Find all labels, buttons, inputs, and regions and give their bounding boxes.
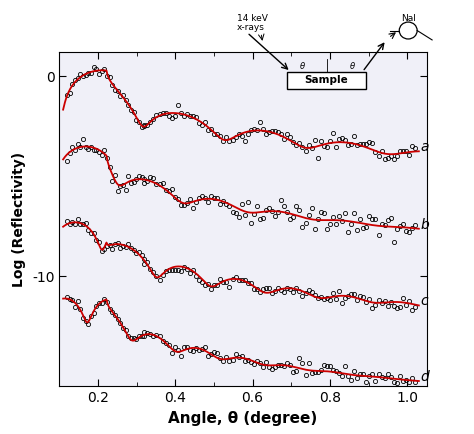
Text: b: b: [421, 218, 429, 232]
Bar: [287, 72, 366, 89]
Text: θ: θ: [350, 62, 355, 71]
Text: d: d: [421, 370, 429, 384]
Text: 14 keV: 14 keV: [237, 14, 268, 23]
Text: a: a: [421, 140, 429, 155]
Text: Sample: Sample: [305, 76, 348, 85]
Text: NaI: NaI: [401, 14, 416, 23]
X-axis label: Angle, θ (degree): Angle, θ (degree): [168, 411, 318, 426]
Text: c: c: [421, 294, 428, 309]
Y-axis label: Log (Reflectivity): Log (Reflectivity): [12, 151, 27, 287]
Text: x-rays: x-rays: [237, 23, 265, 32]
Text: θ: θ: [300, 62, 305, 71]
